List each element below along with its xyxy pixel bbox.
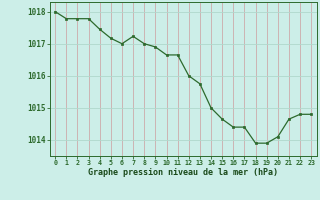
- X-axis label: Graphe pression niveau de la mer (hPa): Graphe pression niveau de la mer (hPa): [88, 168, 278, 177]
